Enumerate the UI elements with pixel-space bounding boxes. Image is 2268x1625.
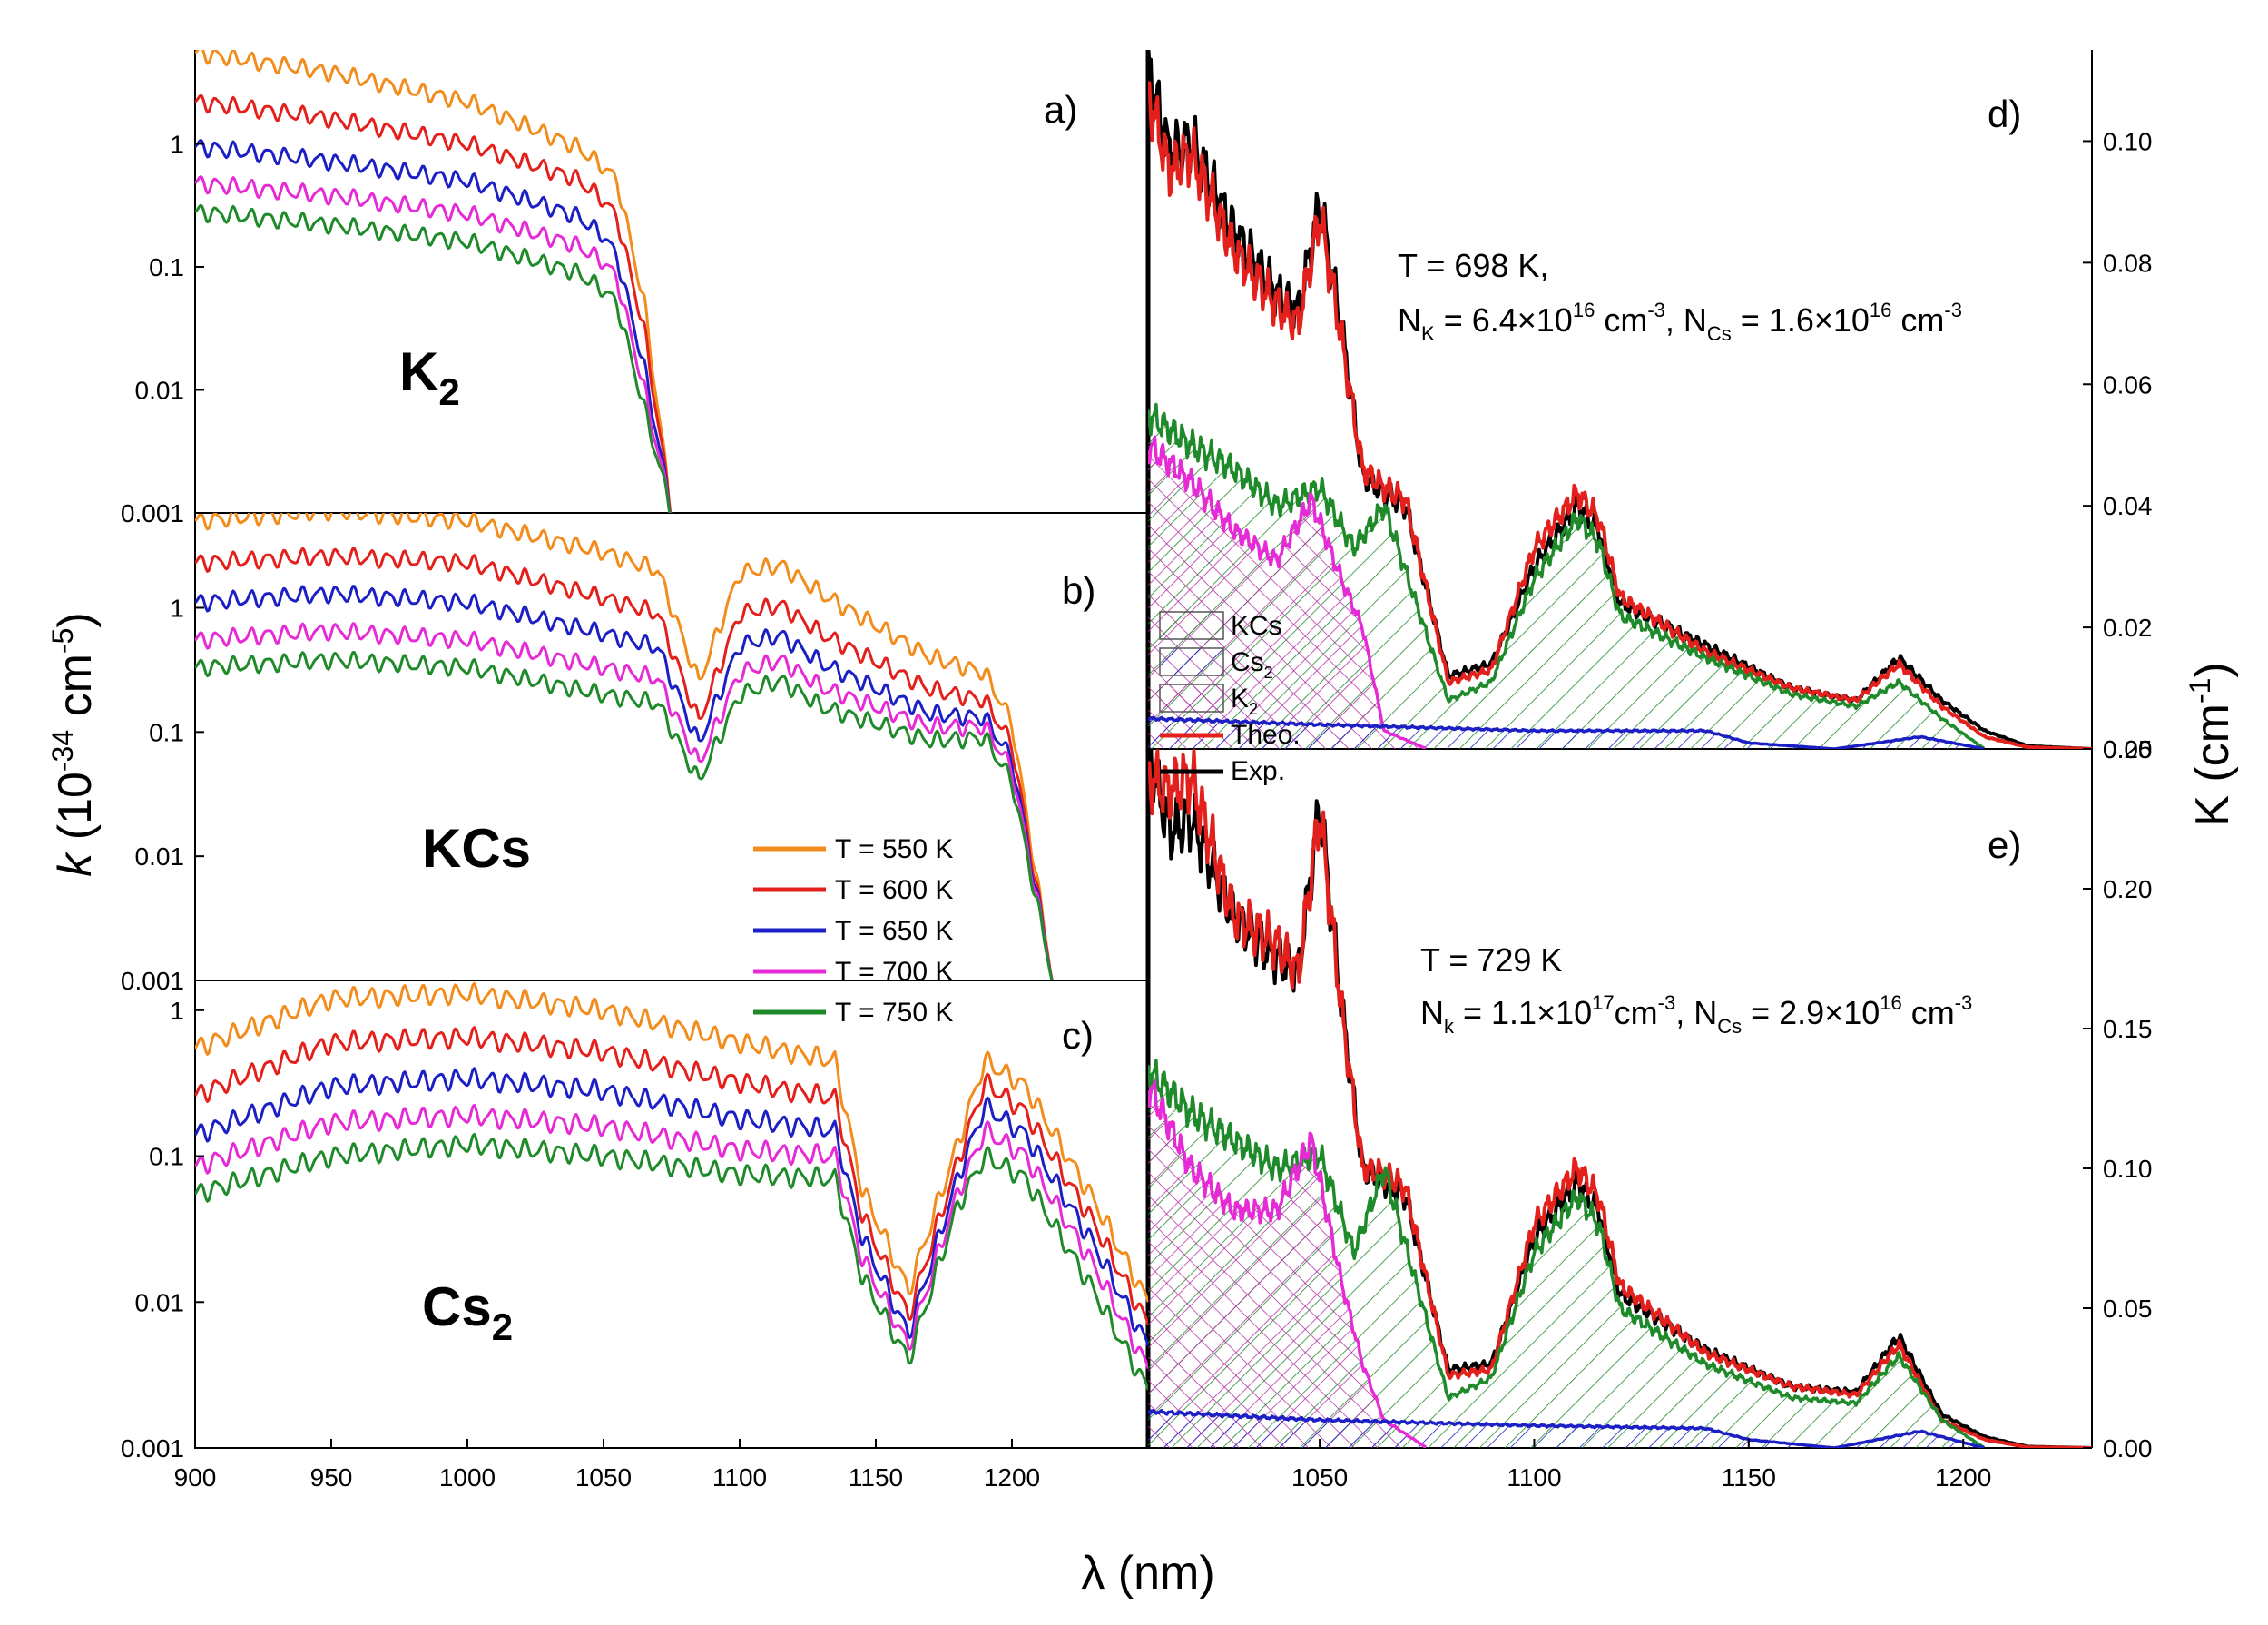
legend-swatch <box>1159 611 1224 640</box>
y-tick-label: 0.08 <box>2103 249 2153 277</box>
y-tick-label: 0.001 <box>121 1434 184 1462</box>
x-tick-label: 1200 <box>1935 1463 1991 1492</box>
panel-c-letter: c) <box>1062 1014 1094 1057</box>
y-tick-label: 0.20 <box>2103 875 2153 903</box>
y-tick-label: 0.00 <box>2103 735 2153 763</box>
legend-label: Exp. <box>1231 756 1285 786</box>
x-tick-label: 1050 <box>1291 1463 1348 1492</box>
series-t-750-k-panel-0 <box>195 203 672 513</box>
y-tick-label: 0.10 <box>2103 127 2153 155</box>
series-t-600-k-panel-2 <box>195 1026 1148 1325</box>
y-tick-label: 1 <box>170 594 184 622</box>
area-k2-panel-4 <box>1148 1084 1428 1448</box>
series-t-650-k-panel-0 <box>195 139 672 513</box>
series-t-650-k-panel-2 <box>195 1067 1148 1347</box>
x-tick-label: 1050 <box>575 1463 632 1492</box>
series-theo--panel-3 <box>1148 81 2092 749</box>
legend-swatch <box>1159 684 1224 713</box>
series-t-600-k-panel-1 <box>195 547 1054 980</box>
y-tick-label: 0.15 <box>2103 1015 2153 1043</box>
panel-a-letter: a) <box>1044 88 1077 131</box>
series-t-750-k-panel-2 <box>195 1133 1148 1391</box>
y-tick-label: 0.01 <box>135 842 185 871</box>
y-tick-label: 0.1 <box>149 1143 184 1171</box>
y-tick-label: 0.001 <box>121 499 184 527</box>
series-t-550-k-panel-1 <box>195 513 1054 980</box>
y-tick-label: 0.1 <box>149 718 184 746</box>
panel-a-frame <box>194 50 1148 514</box>
annotation-d-temp: T = 698 K, <box>1398 247 1548 284</box>
x-tick-label: 900 <box>174 1463 217 1492</box>
y-tick-label: 1 <box>170 997 184 1025</box>
series-t-750-k-panel-1 <box>195 651 1054 980</box>
legend-label: T = 750 K <box>835 998 953 1028</box>
series-t-700-k-panel-2 <box>195 1103 1148 1369</box>
y-tick-label: 0.10 <box>2103 1155 2153 1183</box>
x-tick-label: 1150 <box>1722 1463 1776 1492</box>
y-tick-label: 0.25 <box>2103 735 2153 763</box>
panel-b-letter: b) <box>1062 569 1095 612</box>
series-t-700-k-panel-0 <box>195 175 672 513</box>
series-kcs-panel-3 <box>1148 402 1986 749</box>
legend-label: Theo. <box>1231 720 1301 750</box>
right-y-axis-title: K (cm-1) <box>2184 662 2239 827</box>
legend-label: T = 600 K <box>835 875 953 905</box>
series-t-550-k-panel-2 <box>195 981 1148 1303</box>
x-tick-label: 1000 <box>439 1463 496 1492</box>
annotation-d-density: NK = 6.4×1016 cm-3, NCs = 1.6×1016 cm-3 <box>1398 299 1962 345</box>
panel-e-letter: e) <box>1988 823 2021 866</box>
y-tick-label: 0.01 <box>135 1288 185 1316</box>
annotation-d: T = 698 K, NK = 6.4×1016 cm-3, NCs = 1.6… <box>1398 247 1962 345</box>
x-tick-label: 1200 <box>984 1463 1040 1492</box>
series-kcs-panel-4 <box>1148 1059 1986 1448</box>
series-exp--panel-3 <box>1148 50 2092 749</box>
series-t-700-k-panel-1 <box>195 622 1054 980</box>
panel-d-letter: d) <box>1988 93 2021 135</box>
x-tick-label: 1100 <box>1507 1463 1561 1492</box>
series-t-650-k-panel-1 <box>195 585 1054 980</box>
y-tick-label: 1 <box>170 130 184 158</box>
y-tick-label: 0.02 <box>2103 614 2153 642</box>
series-k2-panel-3 <box>1148 435 1427 749</box>
x-tick-label: 950 <box>310 1463 353 1492</box>
y-tick-label: 0.01 <box>135 376 185 404</box>
series-t-600-k-panel-0 <box>195 94 673 513</box>
legend-label: T = 700 K <box>835 957 953 987</box>
area-cs2-panel-4 <box>1148 1412 1985 1448</box>
x-tick-label: 1150 <box>849 1463 903 1492</box>
legend-label: KCs <box>1231 611 1282 641</box>
series-k2-panel-4 <box>1148 1079 1428 1448</box>
y-tick-label: 0.04 <box>2103 492 2153 520</box>
y-tick-label: 0.05 <box>2103 1295 2153 1323</box>
series-t-550-k-panel-0 <box>195 50 673 513</box>
k2-label: K2 <box>399 341 460 413</box>
x-axis-title: λ (nm) <box>1081 1547 1214 1600</box>
y-tick-label: 0.1 <box>149 253 184 281</box>
y-tick-label: 0.001 <box>121 967 184 995</box>
cs2-label: Cs2 <box>422 1276 513 1348</box>
series-cs2-panel-3 <box>1148 715 1985 749</box>
legend-label: T = 650 K <box>835 916 953 946</box>
annotation-e-density: Nk = 1.1×1017cm-3, NCs = 2.9×1016 cm-3 <box>1420 991 1972 1038</box>
x-tick-label: 1100 <box>712 1463 767 1492</box>
legend-temperatures: T = 550 K T = 600 K T = 650 K T = 700 K T = … <box>753 834 953 1028</box>
panel-b-frame <box>194 513 1148 981</box>
legend-swatch <box>1159 647 1224 676</box>
annotation-e-temp: T = 729 K <box>1420 941 1562 979</box>
series-cs2-panel-4 <box>1148 1408 1985 1448</box>
panel-c-frame <box>194 980 1149 1449</box>
kcs-label: KCs <box>422 818 531 879</box>
annotation-e: T = 729 K Nk = 1.1×1017cm-3, NCs = 2.9×1… <box>1420 941 1972 1038</box>
left-y-axis-title: k (10-34 cm-5) <box>46 612 102 876</box>
legend-label: T = 550 K <box>835 834 953 864</box>
y-tick-label: 0.06 <box>2103 370 2153 399</box>
y-tick-label: 0.00 <box>2103 1434 2153 1462</box>
